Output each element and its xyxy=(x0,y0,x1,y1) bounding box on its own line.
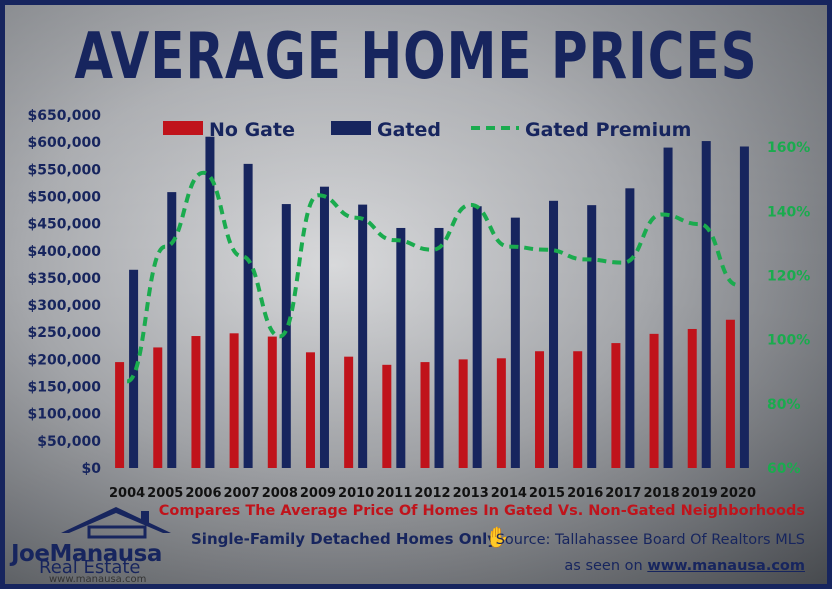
x-tick-label: 2013 xyxy=(453,486,489,501)
line-gated-premium xyxy=(126,170,739,384)
bar-gated xyxy=(205,136,215,468)
bar-gated xyxy=(472,206,482,468)
x-tick-label: 2016 xyxy=(567,486,603,501)
x-tick-label: 2019 xyxy=(682,486,718,501)
legend-label-no-gate: No Gate xyxy=(209,119,295,141)
bar-no-gate xyxy=(649,333,659,468)
y-tick-label: $350,000 xyxy=(27,271,101,287)
x-tick-label: 2017 xyxy=(605,486,641,501)
bar-gated xyxy=(587,205,597,469)
seen-on-site-link[interactable]: www.manausa.com xyxy=(647,558,805,574)
footer-single-family-text: Single-Family Detached Homes Only xyxy=(191,530,498,548)
x-tick-label: 2009 xyxy=(300,486,336,501)
footer-compare-text: Compares The Average Price Of Homes In G… xyxy=(158,503,805,519)
x-tick-label: 2011 xyxy=(376,486,412,501)
background-photo xyxy=(5,5,827,584)
bar-gated xyxy=(701,141,711,468)
chart-svg: $0 $50,000 $100,000 $150,000 $200,000 $250,00… xyxy=(27,108,810,501)
chart-title: AVERAGE HOME PRICES xyxy=(74,19,758,94)
x-tick-label: 2006 xyxy=(185,486,221,501)
x-tick-label: 2014 xyxy=(491,486,527,501)
y-tick-label: $200,000 xyxy=(27,352,101,368)
x-tick-label: 2005 xyxy=(147,486,183,501)
bar-gated xyxy=(510,217,520,468)
bar-no-gate xyxy=(725,319,735,468)
y2-tick-label: 80% xyxy=(767,397,801,413)
bar-gated xyxy=(434,227,444,468)
x-tick-label: 2004 xyxy=(109,486,145,501)
bar-no-gate xyxy=(191,336,201,468)
bar-no-gate xyxy=(382,364,392,468)
bar-no-gate xyxy=(496,358,506,468)
y-tick-label: $50,000 xyxy=(37,434,101,450)
y2-tick-label: 140% xyxy=(767,204,810,220)
y-tick-label: $450,000 xyxy=(27,217,101,233)
logo-joe: Joe xyxy=(11,541,50,567)
bar-no-gate xyxy=(153,347,163,468)
bar-gated xyxy=(167,192,177,468)
y2-tick-label: 160% xyxy=(767,140,810,156)
y2-tick-label: 120% xyxy=(767,268,810,284)
bar-gated xyxy=(281,204,291,468)
house-roof-icon xyxy=(61,507,171,539)
y-tick-label: $600,000 xyxy=(27,135,101,151)
y-tick-label: $550,000 xyxy=(27,162,101,178)
bar-no-gate xyxy=(535,351,545,468)
y-tick-label: $500,000 xyxy=(27,189,101,205)
logo-manausa: Manausa xyxy=(49,541,162,567)
legend-swatch-gated xyxy=(331,121,371,135)
y-tick-label: $100,000 xyxy=(27,407,101,423)
logo-name: JoeManausa xyxy=(11,541,162,567)
bar-gated xyxy=(663,147,673,469)
bar-gated xyxy=(549,200,559,468)
legend-swatch-no-gate xyxy=(163,121,203,135)
y-tick-label: $250,000 xyxy=(27,325,101,341)
bar-no-gate xyxy=(267,336,277,468)
legend-label-gated: Gated xyxy=(377,119,441,141)
bar-gated xyxy=(396,227,406,468)
bar-no-gate xyxy=(305,352,315,468)
x-tick-label: 2015 xyxy=(529,486,565,501)
x-tick-label: 2012 xyxy=(414,486,450,501)
bar-no-gate xyxy=(344,356,354,468)
bar-gated xyxy=(739,146,749,468)
footer-source-text: Source: Tallahassee Board Of Realtors ML… xyxy=(495,532,805,548)
bar-gated xyxy=(129,269,139,468)
hand-icon: ✋ xyxy=(485,525,510,549)
x-tick-label: 2018 xyxy=(643,486,679,501)
y-tick-label: $300,000 xyxy=(27,298,101,314)
y-tick-label: $400,000 xyxy=(27,244,101,260)
bar-gated xyxy=(243,163,253,468)
x-tick-label: 2007 xyxy=(224,486,260,501)
bar-no-gate xyxy=(420,362,430,468)
footer-seen-on: as seen on www.manausa.com xyxy=(564,558,805,574)
logo-url: www.manausa.com xyxy=(49,574,147,585)
y-tick-label: $650,000 xyxy=(27,108,101,124)
company-logo: JoeManausa Real Estate www.manausa.com xyxy=(11,505,181,585)
y-tick-label: $150,000 xyxy=(27,380,101,396)
seen-on-prefix: as seen on xyxy=(564,558,643,574)
bar-no-gate xyxy=(687,328,697,468)
bar-no-gate xyxy=(573,351,583,468)
legend-label-premium: Gated Premium xyxy=(525,119,691,141)
y2-tick-label: 60% xyxy=(767,461,801,477)
logo-real-estate: Real Estate xyxy=(39,557,141,578)
bar-gated xyxy=(358,204,368,468)
y-tick-label: $0 xyxy=(82,461,102,477)
bar-no-gate xyxy=(229,333,239,468)
bar-gated xyxy=(625,188,635,469)
x-tick-label: 2008 xyxy=(262,486,298,501)
bar-no-gate xyxy=(458,359,468,468)
y2-tick-label: 100% xyxy=(767,333,810,349)
bar-gated xyxy=(319,186,329,468)
bar-no-gate xyxy=(611,343,621,468)
x-tick-label: 2010 xyxy=(338,486,374,501)
x-tick-label: 2020 xyxy=(720,486,756,501)
bar-no-gate xyxy=(115,362,125,468)
